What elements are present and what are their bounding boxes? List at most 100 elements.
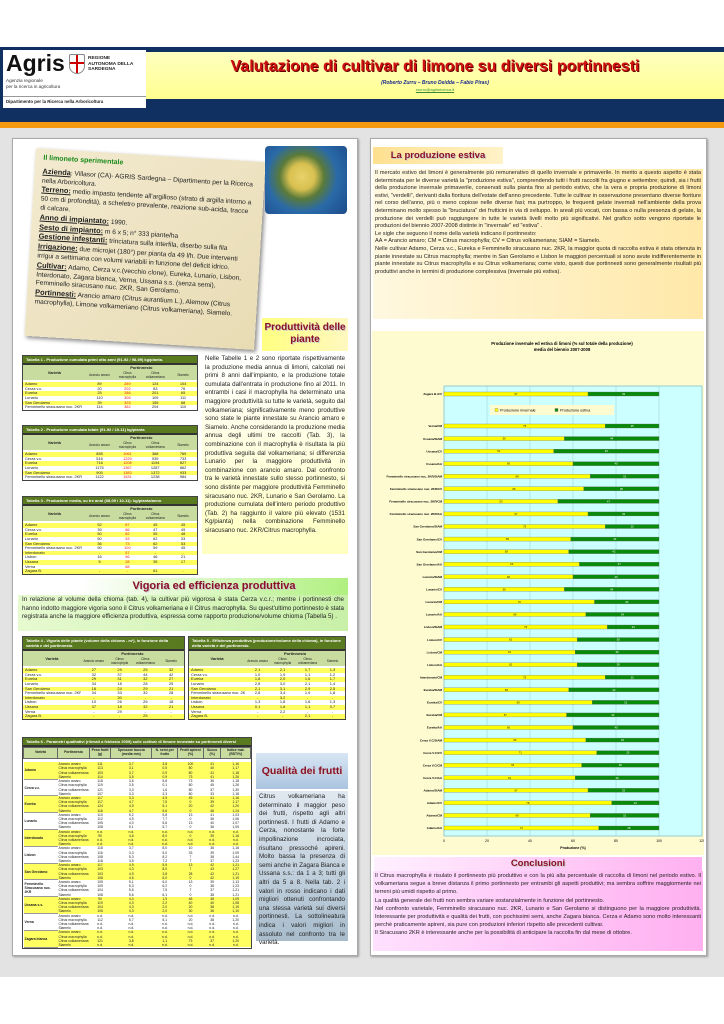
table-cell: Lunario [25, 681, 38, 686]
table-cell: 26 [143, 700, 148, 705]
lemon-photo [265, 146, 347, 214]
table-cell: 1,18 [232, 791, 240, 796]
table-cell: 1,8 [329, 691, 336, 696]
category-label: Lunario/SIAM [423, 575, 443, 579]
table-cell: 3,5 [110, 774, 152, 780]
rootstock-cell: Siamelo [58, 791, 71, 796]
column-header: Succo (%) [202, 747, 222, 759]
table-cell: n.d. [128, 913, 135, 918]
data-label: 38 [617, 638, 621, 642]
column-header: Citrus macrophylla [113, 441, 142, 451]
table-cell: 3,3 [128, 787, 134, 792]
table-row: Cerza v.c. 32 37 44 42 [23, 673, 184, 678]
table-4: Tabella 4 - Vigoria delle piante (volume… [22, 636, 185, 720]
table-cell: - [320, 714, 345, 719]
table-cell: 1,16 [220, 762, 251, 767]
column-header: Arancio amaro [85, 441, 114, 451]
table-cell: 118 [97, 846, 103, 851]
table-cell: - [158, 714, 184, 719]
category-label: Lunario/CV [426, 588, 442, 592]
table-cell: 39 [210, 879, 214, 884]
email-link[interactable]: rzurru@agrisricerca.it [415, 87, 455, 92]
table-cell: 34 [91, 691, 96, 696]
table-row: Zagara B. - -2,1- [189, 714, 345, 719]
quality-text: Citrus volkameriana ha determinato il ma… [256, 791, 348, 946]
table-cell: 1,07 [232, 821, 240, 826]
table-cell: n.d. [209, 922, 215, 926]
table-row: Citrus macrophylla 103 4,3 8,0 7 43 1,27 [24, 867, 251, 872]
table-cell: 83 [153, 386, 158, 391]
data-label: 33 [622, 392, 626, 396]
table-cell: 42 [203, 871, 221, 876]
rootstock-cell: Siamelo [57, 774, 90, 780]
rootstock-cell: Citrus macrophylla [57, 833, 90, 838]
table-cell: 49 [177, 795, 204, 801]
table-row: Citrus macrophylla 112 5,7 5,1 20 38 1,20 [24, 918, 251, 922]
table-cell: 0 [189, 892, 192, 897]
table-cell: n.d. [209, 913, 215, 918]
data-label: 44 [610, 437, 614, 441]
data-label: 37 [618, 562, 622, 566]
table-cell: Verna [25, 709, 36, 714]
bar-summer [557, 499, 660, 504]
table-cell: 4,7 [110, 800, 152, 805]
data-label: 28 [627, 826, 631, 830]
table-cell: 2,1 [295, 714, 321, 719]
table-cell: 2,8 [254, 681, 261, 686]
table-cell: 5,3 [128, 854, 134, 859]
table-cell: n.d. [203, 837, 221, 843]
x-tick-label: 0 [443, 839, 445, 843]
table-cell: 1,21 [220, 871, 251, 876]
table-cell: 2,1 [270, 668, 296, 673]
data-label: 67 [514, 788, 518, 792]
table-cell: 5,6 [151, 808, 178, 813]
data-label: 24 [632, 625, 636, 629]
table-cell: 2,1 [245, 686, 271, 692]
table-cell: 30 [177, 909, 204, 914]
table-cell: n.d. [89, 842, 111, 847]
table-cell: 52 [85, 523, 114, 528]
table-row: Siamelo 105 4,3 2,0 30 36 1,10 [24, 909, 251, 914]
table-row: Citrus volkameriana 103 4,9 3,8 28 42 1,21 [24, 871, 251, 876]
table-cell: 100 [124, 546, 131, 551]
card-item-label: Cultivar: [36, 260, 68, 272]
table-row: Lisbon 16 56 46 21 [23, 555, 197, 560]
table-cell: Zagara B. [23, 714, 81, 719]
column-header: Siamelo [169, 512, 197, 522]
data-label: 67 [514, 512, 518, 516]
table-cell: Adamo [23, 668, 81, 673]
table-cell: 37 [80, 704, 107, 710]
table-header-row: Varietà Portinnesto [23, 651, 184, 667]
rootstock-cell: Arancio amaro [57, 896, 90, 901]
table-cell: 1,44 [232, 854, 240, 859]
data-label: 69 [517, 700, 521, 704]
table-cell: 0,9 [151, 774, 178, 780]
table-cell: 114 [89, 774, 111, 780]
category-label: Adamo/CV [427, 801, 442, 805]
rootstock-cell: Siamelo [58, 926, 71, 931]
table-cell: 7,5 [162, 888, 168, 893]
table-3: Tabella 3 - Produzione media, su tre ann… [22, 496, 198, 575]
table-row: Interdonato -57- - [23, 550, 197, 556]
table-cell: Cerza v.c. [25, 456, 43, 461]
data-label: 64 [511, 763, 515, 767]
table-cell: n.d. [203, 943, 221, 948]
table-cell: n.d. [128, 926, 135, 931]
table-cell: 1,23 [232, 858, 240, 863]
table-cell: 1,03 [232, 812, 240, 817]
table-cell: 41 [203, 762, 221, 767]
table-row: Verna 68 [23, 565, 197, 570]
table-cell: 35 [141, 559, 170, 565]
data-label: 40 [614, 726, 618, 730]
table-cell: 5,6 [128, 888, 134, 893]
table-row: Siamelo n.d. n.d. n.d. n.d. n.d. n.d. [24, 926, 251, 930]
table-cell: Interdonato [23, 550, 86, 556]
table-cell: 1,26 [220, 774, 251, 780]
table-cell: 0,1 [162, 783, 168, 788]
column-header: Siamelo [158, 657, 184, 667]
table-cell: 5,7 [162, 825, 168, 830]
rootstock-cell: Siamelo [58, 858, 71, 863]
data-label: 67 [514, 392, 518, 396]
table-cell: n.d. [220, 837, 251, 843]
table-cell: 2,2 [151, 900, 178, 906]
